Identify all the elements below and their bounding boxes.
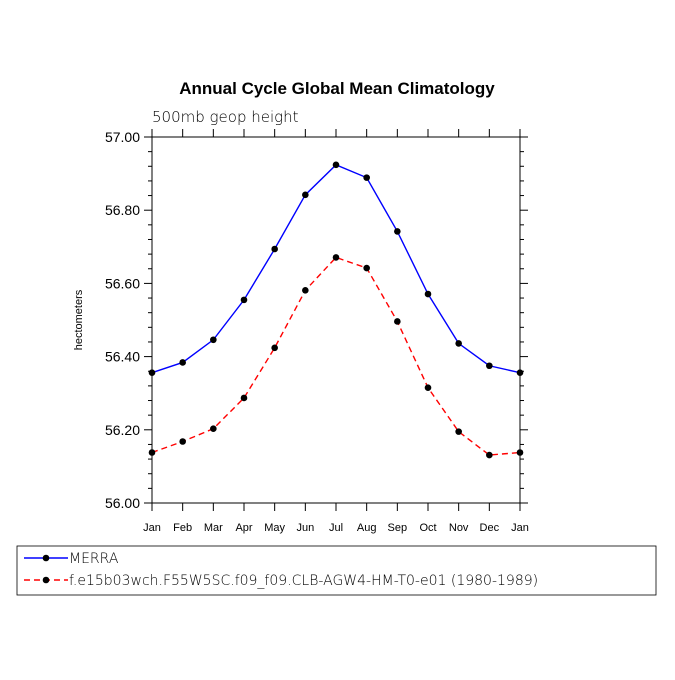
x-tick-label: Aug — [357, 522, 377, 534]
x-tick-label: Mar — [204, 522, 223, 534]
y-tick-label: 56.40 — [105, 349, 140, 365]
x-tick-label: Jan — [143, 522, 161, 534]
data-point — [240, 394, 248, 402]
data-point — [455, 340, 462, 347]
data-point — [271, 344, 278, 352]
legend-swatch-marker — [42, 554, 50, 562]
legend-box — [16, 545, 657, 596]
y-tick-label: 56.00 — [105, 495, 140, 511]
chart-subtitle: 500mb geop height — [152, 108, 299, 126]
data-point — [302, 287, 309, 294]
data-point — [179, 438, 186, 445]
x-tick-label: Jun — [296, 522, 314, 534]
data-point — [394, 228, 401, 235]
plot-frame — [151, 136, 521, 504]
data-point — [486, 362, 493, 370]
x-tick-label: Nov — [449, 522, 469, 534]
data-point — [424, 290, 432, 298]
y-tick-label: 56.20 — [105, 422, 140, 438]
data-point — [302, 191, 309, 199]
y-tick-label: 57.00 — [105, 129, 140, 145]
data-point — [363, 174, 370, 181]
data-point — [148, 369, 156, 377]
x-tick-label: Jul — [329, 522, 343, 534]
data-point — [332, 254, 340, 261]
y-axis-label: hectometers — [73, 289, 85, 350]
data-point — [210, 425, 217, 433]
x-tick-label: Oct — [419, 522, 436, 534]
legend-label: f.e15b03wch.F55W5SC.f09_f09.CLB-AGW4-HM-… — [69, 573, 538, 589]
data-point — [486, 451, 493, 459]
series-line-2 — [151, 256, 521, 456]
data-point — [455, 428, 462, 435]
y-tick-label: 56.80 — [105, 202, 140, 218]
series-layer — [148, 161, 524, 459]
x-tick-label: Apr — [235, 522, 252, 534]
legend-label: MERRA — [69, 551, 119, 567]
data-point — [424, 384, 432, 392]
x-tick-label: Feb — [173, 522, 192, 534]
y-tick-label: 56.60 — [105, 275, 140, 291]
ticks-layer: 56.00 56.20 56.40 56.60 56.80 57.00 Jan Feb Mar A… — [105, 129, 529, 534]
data-point — [363, 264, 370, 272]
data-point — [332, 161, 340, 169]
x-tick-label: Jan — [511, 522, 529, 534]
chart-title: Annual Cycle Global Mean Climatology — [179, 79, 495, 98]
data-point — [179, 359, 186, 366]
series-line-1 — [151, 163, 521, 374]
legend-swatch-marker — [42, 576, 50, 584]
x-tick-label: May — [264, 522, 285, 534]
data-point — [516, 449, 524, 456]
data-point — [271, 245, 278, 253]
data-point — [394, 318, 401, 325]
data-point — [210, 336, 217, 344]
data-point — [148, 449, 156, 456]
data-point — [240, 296, 248, 304]
x-tick-label: Dec — [480, 522, 500, 534]
x-tick-label: Sep — [388, 522, 408, 534]
legend: MERRA f.e15b03wch.F55W5SC.f09_f09.CLB-AGW… — [24, 551, 538, 589]
data-point — [516, 369, 524, 377]
